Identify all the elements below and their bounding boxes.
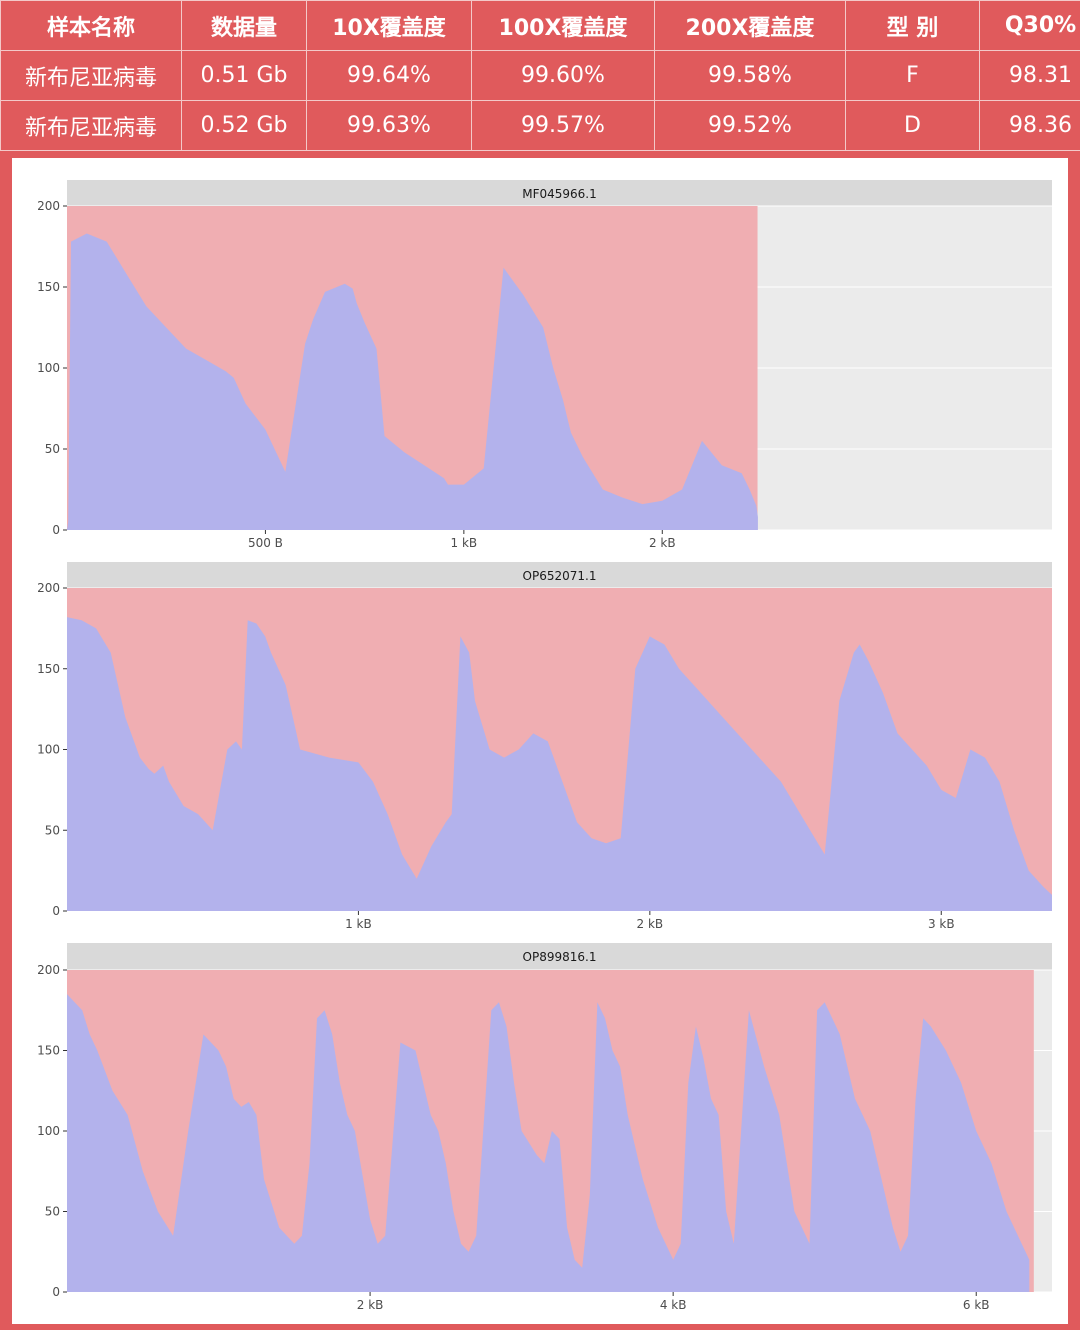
cell-200x-coverage: 99.52% xyxy=(654,100,846,151)
facet-strip xyxy=(67,562,1052,588)
y-tick-label: 0 xyxy=(52,1285,60,1299)
x-tick-label: 6 kB xyxy=(963,1298,990,1312)
y-tick-label: 150 xyxy=(37,280,60,294)
x-tick-label: 1 kB xyxy=(451,536,478,550)
header-q30: Q30% xyxy=(979,0,1080,51)
coverage-depth-area xyxy=(67,233,758,530)
header-200x-coverage: 200X覆盖度 xyxy=(654,0,846,51)
y-tick-label: 100 xyxy=(37,743,60,757)
facet-strip xyxy=(67,943,1052,970)
y-tick-label: 100 xyxy=(37,361,60,375)
x-tick-label: 4 kB xyxy=(660,1298,687,1312)
cell-q30: 98.36 xyxy=(979,100,1080,151)
y-tick-label: 100 xyxy=(37,1124,60,1138)
y-tick-label: 0 xyxy=(52,904,60,918)
x-tick-label: 2 kB xyxy=(637,917,664,931)
cell-100x-coverage: 99.60% xyxy=(471,50,655,101)
coverage-charts: MF045966.1 0 50 100 150 200 500 B 1 kB 2 kB OP652… xyxy=(37,180,1052,1312)
cell-sample-name: 新布尼亚病毒 xyxy=(0,50,182,101)
x-tick-label: 1 kB xyxy=(345,917,372,931)
x-tick-label: 2 kB xyxy=(357,1298,384,1312)
y-tick-label: 200 xyxy=(37,199,60,213)
y-tick-label: 50 xyxy=(45,823,60,837)
x-tick-label: 500 B xyxy=(248,536,283,550)
y-tick-label: 200 xyxy=(37,581,60,595)
facet-title: OP652071.1 xyxy=(523,569,597,583)
header-100x-coverage: 100X覆盖度 xyxy=(471,0,655,51)
y-tick-label: 0 xyxy=(52,523,60,537)
y-tick-label: 50 xyxy=(45,442,60,456)
cell-sample-name: 新布尼亚病毒 xyxy=(0,100,182,151)
cell-data-volume: 0.52 Gb xyxy=(181,100,307,151)
coverage-plot-panel: MF045966.1 0 50 100 150 200 500 B 1 kB 2 kB OP652… xyxy=(12,158,1068,1324)
cell-10x-coverage: 99.63% xyxy=(306,100,472,151)
facet-title: OP899816.1 xyxy=(523,950,597,964)
table-header-row: 样本名称 数据量 10X覆盖度 100X覆盖度 200X覆盖度 型 别 Q30% xyxy=(0,0,1080,51)
x-tick-label: 3 kB xyxy=(928,917,955,931)
y-tick-label: 150 xyxy=(37,662,60,676)
x-tick-label: 2 kB xyxy=(649,536,676,550)
cell-type: D xyxy=(845,100,980,151)
cell-100x-coverage: 99.57% xyxy=(471,100,655,151)
cell-10x-coverage: 99.64% xyxy=(306,50,472,101)
table-row: 新布尼亚病毒 0.51 Gb 99.64% 99.60% 99.58% F 98… xyxy=(0,50,1080,101)
cell-200x-coverage: 99.58% xyxy=(654,50,846,101)
facet-strip xyxy=(67,180,1052,206)
coverage-depth-area xyxy=(67,994,1030,1292)
cell-q30: 98.31 xyxy=(979,50,1080,101)
header-type: 型 别 xyxy=(845,0,980,51)
cell-type: F xyxy=(845,50,980,101)
table-row: 新布尼亚病毒 0.52 Gb 99.63% 99.57% 99.52% D 98… xyxy=(0,100,1080,151)
y-tick-label: 150 xyxy=(37,1044,60,1058)
y-tick-label: 200 xyxy=(37,963,60,977)
header-sample-name: 样本名称 xyxy=(0,0,182,51)
header-10x-coverage: 10X覆盖度 xyxy=(306,0,472,51)
coverage-depth-area xyxy=(67,617,1052,911)
cell-data-volume: 0.51 Gb xyxy=(181,50,307,101)
y-tick-label: 50 xyxy=(45,1205,60,1219)
header-data-volume: 数据量 xyxy=(181,0,307,51)
stats-table: 样本名称 数据量 10X覆盖度 100X覆盖度 200X覆盖度 型 别 Q30%… xyxy=(0,0,1080,151)
facet-title: MF045966.1 xyxy=(522,187,597,201)
